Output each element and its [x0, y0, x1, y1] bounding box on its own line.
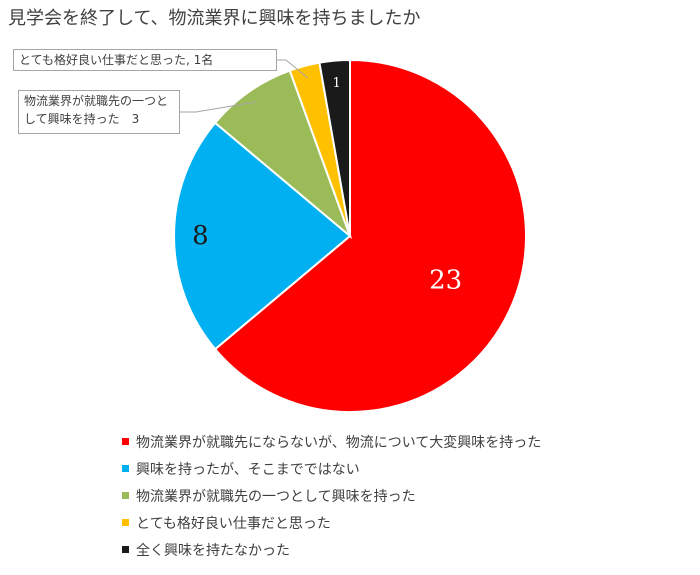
legend-label: 興味を持ったが、そこまでではない [136, 462, 360, 478]
data-label-callout-slice-3: 物流業界が就職先の一つとして興味を持った 3 [18, 90, 180, 134]
legend-swatch [122, 492, 129, 499]
legend-label: 全く興味を持たなかった [136, 543, 290, 559]
leader-line-slice-3 [180, 101, 257, 113]
pie-slice-3 [213, 69, 353, 240]
leader-line-slice-4 [277, 59, 308, 79]
chart-title: 見学会を終了して、物流業界に興味を持ちましたか [8, 8, 421, 29]
legend-label: 物流業界が就職先の一つとして興味を持った [136, 489, 416, 505]
legend-label: とても格好良い仕事だと思った [136, 516, 331, 532]
data-label-slice-2: 8 [192, 221, 209, 251]
legend-swatch [122, 519, 129, 526]
pie-slice-1 [213, 58, 528, 413]
pie-chart: 23 8 1 [173, 58, 528, 413]
legend-swatch [122, 438, 129, 445]
pie-slice-5 [318, 58, 351, 237]
pie-slice-2 [173, 121, 352, 351]
legend-swatch [122, 546, 129, 553]
data-label-slice-5: 1 [333, 76, 341, 91]
data-label-callout-slice-4: とても格好良い仕事だと思った, 1名 [13, 49, 277, 71]
legend-label: 物流業界が就職先にならないが、物流について大変興味を持った [136, 435, 542, 451]
data-label-slice-1: 23 [429, 266, 462, 296]
legend-swatch [122, 465, 129, 472]
